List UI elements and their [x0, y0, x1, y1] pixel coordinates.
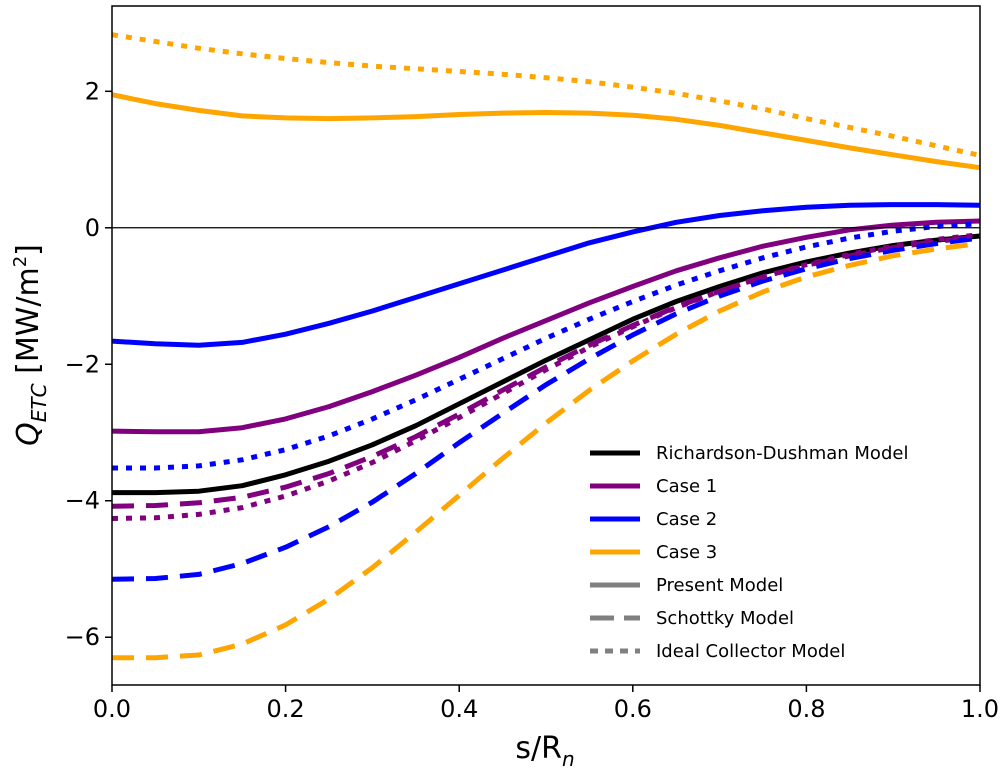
series-line-richardson-dushman-model [112, 233, 981, 496]
x-tick-label: 0.4 [440, 695, 478, 723]
series-layer [111, 32, 981, 661]
y-tick-label: −4 [65, 487, 100, 515]
x-tick-label: 0.6 [614, 695, 652, 723]
y-tick-label: 0 [85, 214, 100, 242]
series-line-dotted-7 [111, 232, 981, 521]
x-axis-title-main: s/R [515, 731, 562, 766]
y-axis-title-main: Q [11, 422, 46, 446]
x-tick-label: 0.2 [267, 695, 305, 723]
series-line-solid-1 [111, 218, 981, 435]
y-tick-label: −2 [65, 350, 100, 378]
series-line-solid-3 [111, 92, 981, 171]
y-axis-ticks: −6 −4 −2 0 2 [65, 77, 112, 651]
legend-label: Case 1 [656, 476, 717, 497]
series-line-dotted-8 [112, 221, 981, 471]
x-tick-label: 0.8 [787, 695, 825, 723]
x-axis-title: s/Rn [515, 731, 574, 771]
x-axis-ticks: 0.0 0.2 0.4 0.6 0.8 1.0 [93, 685, 999, 723]
series-line-solid-2 [111, 202, 981, 348]
y-tick-label: 2 [85, 77, 100, 105]
x-tick-label: 1.0 [961, 695, 999, 723]
y-axis-title: QETC [MW/m2] [10, 244, 51, 446]
y-axis-title-unit-end: ] [11, 244, 46, 256]
plot-frame [111, 5, 981, 686]
chart-legend: Richardson-Dushman Model Case 1 Case 2 Case… [590, 443, 908, 662]
x-tick-label: 0.0 [93, 695, 131, 723]
series-line-dotted-9 [111, 32, 981, 158]
legend-label: Case 3 [656, 542, 717, 563]
legend-label: Case 2 [656, 509, 717, 530]
y-axis-title-unit: [MW/m [11, 267, 46, 383]
legend-label: Schottky Model [656, 608, 794, 629]
legend-label: Present Model [656, 575, 783, 596]
x-axis-title-subscript: n [562, 747, 575, 771]
series-line-dashed-6 [112, 241, 981, 661]
y-axis-title-subscript: ETC [27, 383, 51, 422]
y-axis-title-unit-superscript: 2 [10, 256, 31, 267]
legend-label: Ideal Collector Model [656, 641, 845, 662]
y-tick-label: −6 [65, 623, 100, 651]
series-line-dashed-5 [111, 235, 981, 582]
legend-label: Richardson-Dushman Model [656, 443, 908, 464]
